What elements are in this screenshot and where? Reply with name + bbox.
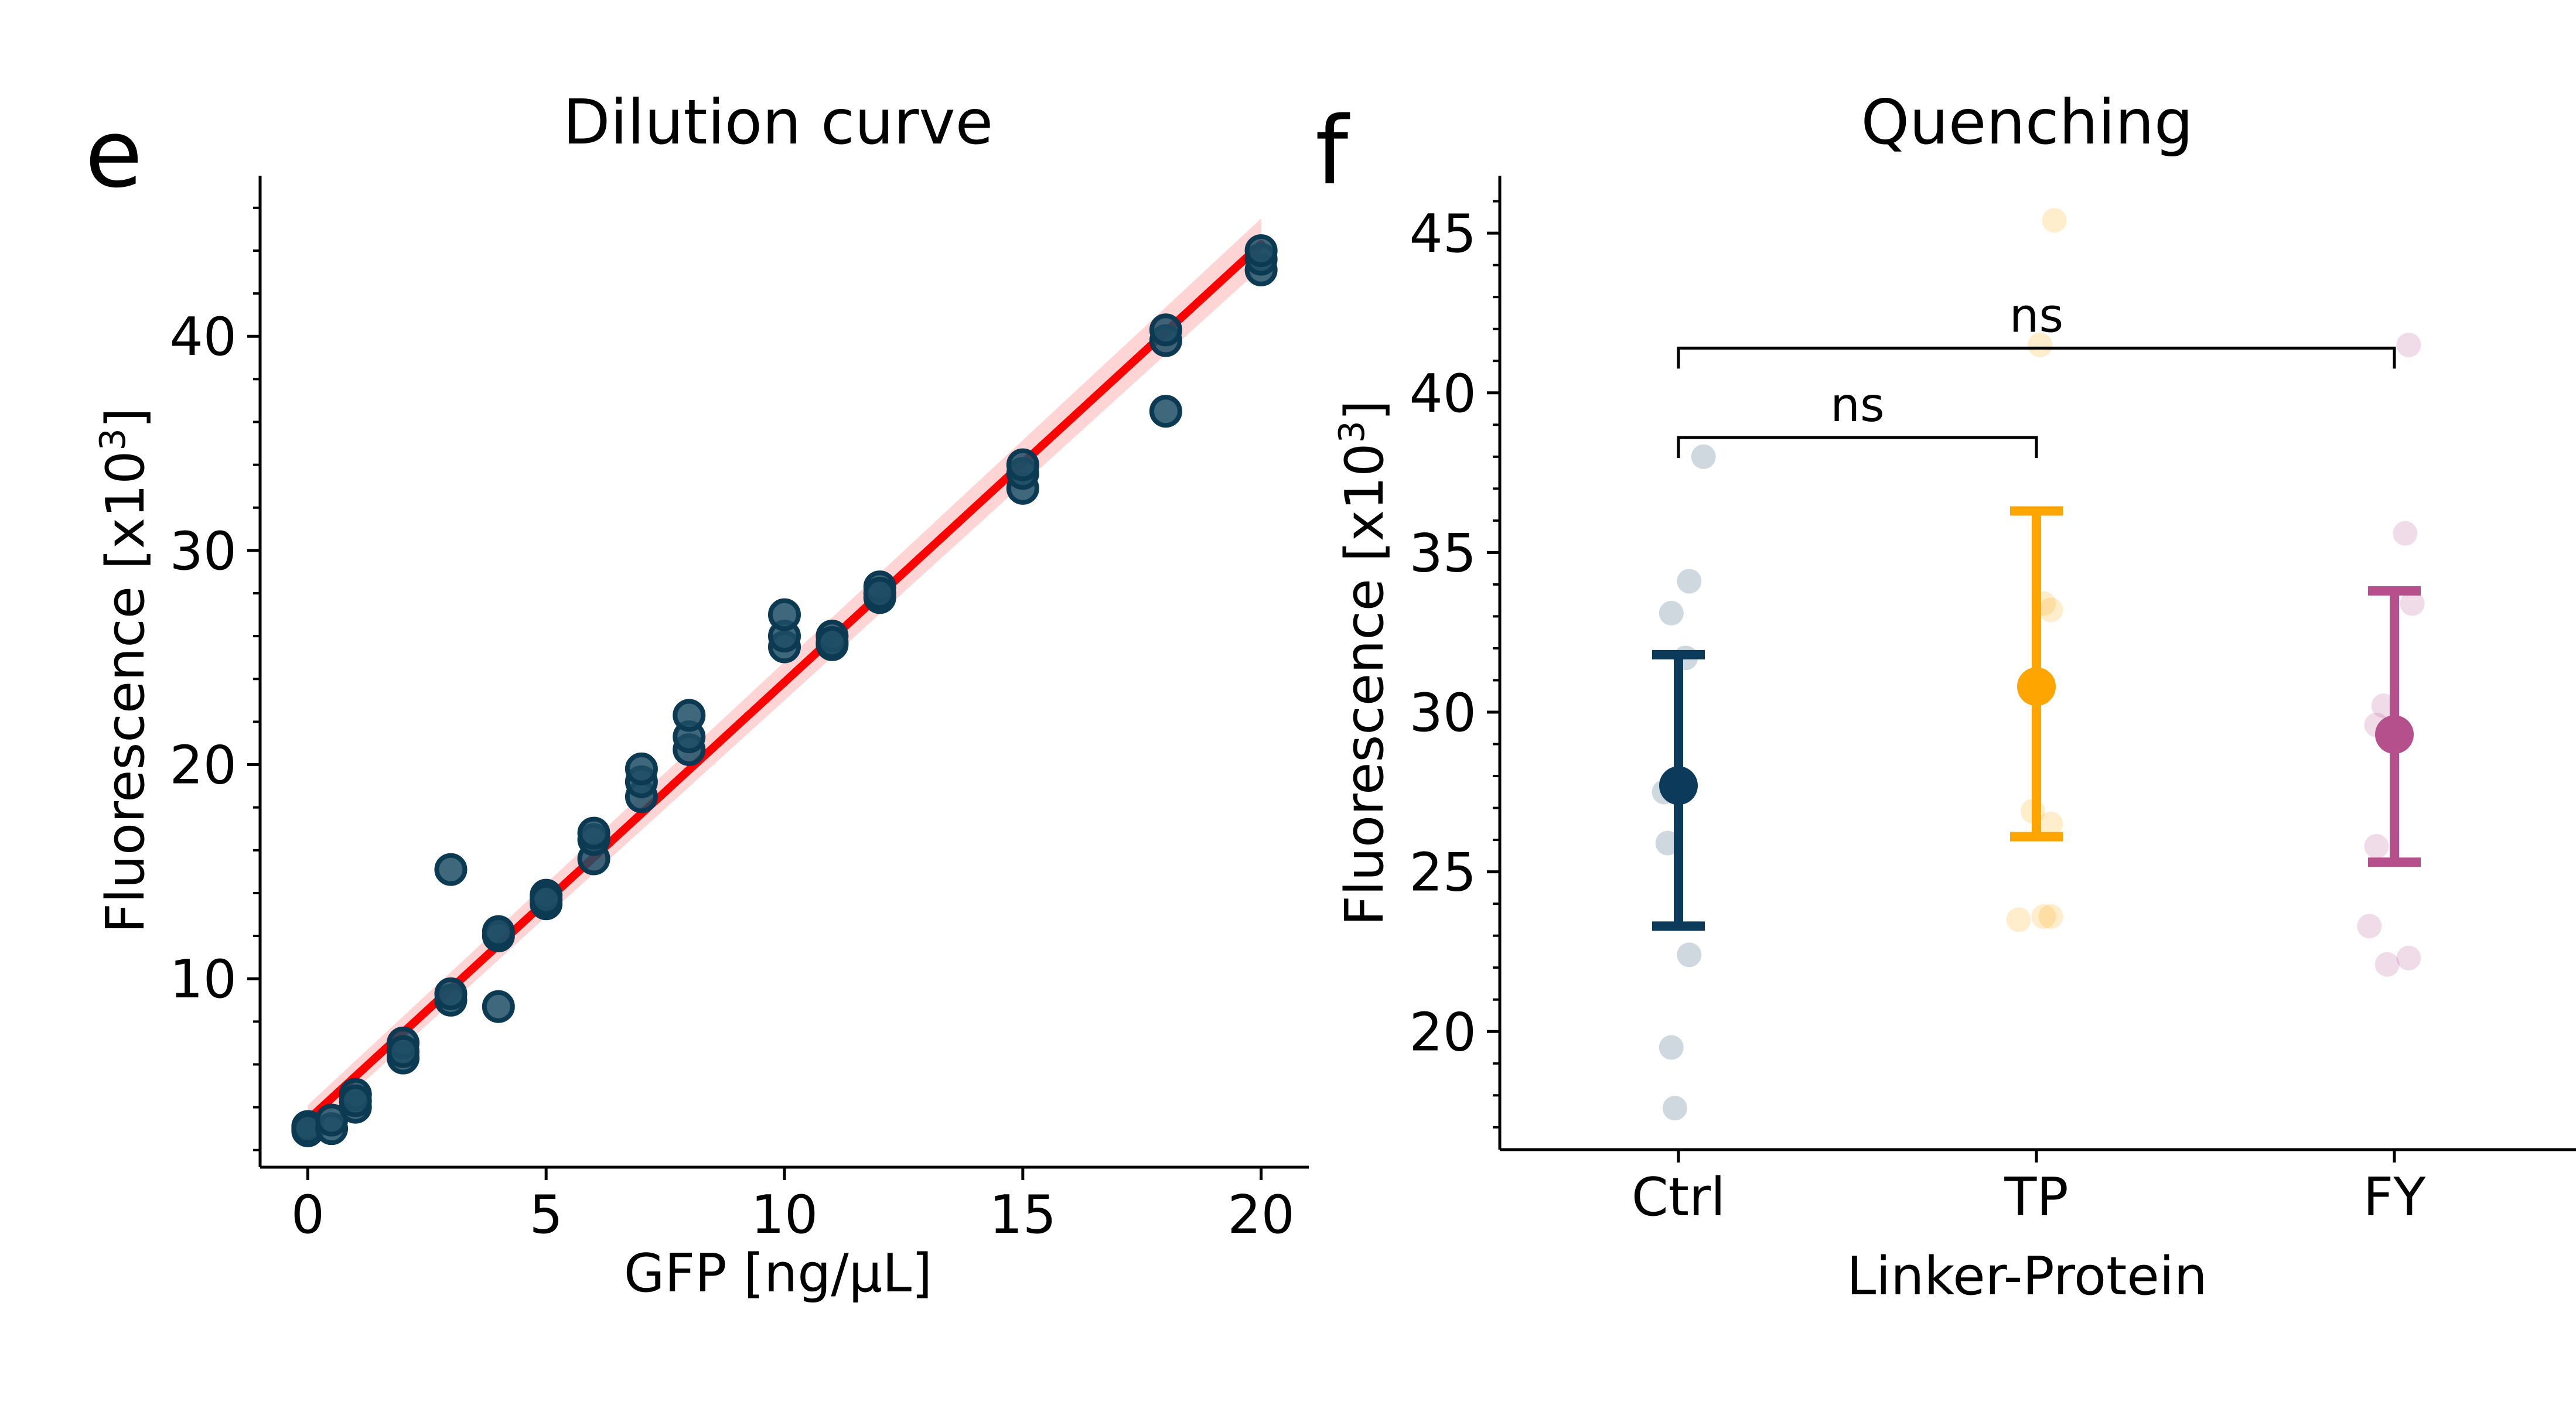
- dilution-data-point: [339, 1084, 372, 1117]
- dilution-y-tick-label: 10: [169, 949, 237, 1010]
- quenching-y-tick-label: 40: [1409, 363, 1476, 425]
- quenching-mean-marker: [2017, 667, 2056, 706]
- quenching-x-tick-label: TP: [2004, 1167, 2068, 1228]
- quenching-significance-bracket: [1677, 436, 2038, 459]
- dilution-data-point: [434, 977, 468, 1010]
- quenching-y-label-sup: 3: [1332, 420, 1373, 443]
- dilution-x-axis-label: GFP [ng/µL]: [624, 1243, 933, 1304]
- dilution-x-tick-label: 5: [530, 1184, 563, 1246]
- quenching-data-point: [1659, 1035, 1684, 1060]
- dilution-x-tick-label: 15: [990, 1184, 1057, 1246]
- quenching-axes-layer: Ctrl TP FY 20 25 30 35 40 45: [1409, 176, 2576, 1228]
- dilution-data-point: [768, 598, 801, 631]
- dilution-data-point: [387, 1035, 420, 1068]
- panel-f-letter: f: [1315, 96, 1350, 206]
- dilution-data-point: [1244, 234, 1278, 267]
- quenching-mean-marker: [2375, 715, 2414, 754]
- quenching-chart-title: Quenching: [1861, 87, 2193, 158]
- quenching-x-axis-label: Linker-Protein: [1847, 1246, 2207, 1307]
- quenching-significance-bracket: [1677, 346, 2396, 369]
- quenching-y-tick-label: 20: [1409, 1001, 1476, 1063]
- dilution-chart-title: Dilution curve: [563, 87, 993, 158]
- dilution-data-point: [816, 626, 849, 659]
- quenching-significance-label: ns: [2009, 288, 2063, 343]
- dilution-data-point: [482, 990, 515, 1023]
- quenching-x-tick-label: FY: [2363, 1167, 2427, 1228]
- dilution-fit-line-layer: [303, 240, 1265, 1124]
- dilution-regression-line: [303, 240, 1265, 1124]
- dilution-data-point: [1006, 448, 1039, 481]
- dilution-x-tick-label: 10: [751, 1184, 818, 1246]
- quenching-data-point: [2396, 332, 2421, 357]
- quenching-data-point: [2038, 597, 2063, 623]
- quenching-y-tick-label: 45: [1409, 203, 1476, 265]
- quenching-data-point: [2357, 914, 2382, 939]
- quenching-data-point: [2364, 834, 2389, 859]
- quenching-data-point: [2393, 521, 2418, 546]
- quenching-errorbars-layer: [1652, 506, 2421, 931]
- dilution-y-tick-label: 20: [169, 735, 237, 796]
- quenching-y-label-end: ]: [1334, 400, 1396, 420]
- quenching-data-point: [2028, 332, 2053, 357]
- quenching-data-point: [2374, 952, 2400, 977]
- dilution-x-tick-label: 20: [1227, 1184, 1295, 1246]
- quenching-data-point: [2396, 945, 2421, 970]
- dilution-y-label-end: ]: [95, 408, 156, 428]
- dilution-data-point: [577, 816, 610, 850]
- dilution-y-label-main: Fluorescence [x10: [95, 450, 156, 933]
- quenching-annotations-layer: ns ns: [1677, 288, 2396, 459]
- dilution-x-tick-label: 0: [291, 1184, 325, 1246]
- dilution-data-point: [625, 752, 658, 785]
- quenching-mean-marker: [1659, 766, 1698, 805]
- quenching-data-point: [1677, 569, 1702, 594]
- quenching-y-tick-label: 35: [1409, 522, 1476, 584]
- dilution-data-point: [1149, 313, 1182, 347]
- dilution-data-point: [434, 853, 468, 886]
- dilution-data-point: [673, 699, 706, 732]
- quenching-significance-label: ns: [1830, 378, 1884, 432]
- quenching-x-tick-label: Ctrl: [1632, 1167, 1725, 1228]
- quenching-data-point: [1677, 942, 1702, 967]
- quenching-data-point: [2038, 811, 2063, 836]
- quenching-y-label-main: Fluorescence [x10: [1334, 443, 1396, 925]
- quenching-data-point: [2006, 907, 2031, 932]
- panel-e: e Dilution curve 0 5 10 15 20 10 20 30 40 GFP [n…: [85, 87, 1309, 1304]
- dilution-y-label-sup: 3: [93, 428, 134, 450]
- panel-e-letter: e: [85, 99, 142, 208]
- quenching-data-point: [2031, 904, 2056, 929]
- dilution-data-point: [863, 577, 896, 610]
- panel-f: f Quenching ns ns Ctrl TP FY 20 25 30 35 40 45 Li…: [1315, 87, 2576, 1307]
- dilution-data-point: [482, 915, 515, 948]
- quenching-data-point: [2400, 591, 2425, 616]
- dilution-points-layer: [291, 234, 1278, 1147]
- dilution-y-tick-label: 30: [169, 521, 237, 582]
- quenching-data-point: [2038, 904, 2063, 929]
- quenching-data-point: [1662, 1096, 1687, 1121]
- quenching-y-axis-label: Fluorescence [x103]: [1332, 400, 1396, 926]
- quenching-data-point: [1659, 600, 1684, 625]
- quenching-y-tick-label: 25: [1409, 842, 1476, 904]
- dilution-axes-layer: 0 5 10 15 20 10 20 30 40: [169, 176, 1309, 1246]
- dilution-data-point: [530, 883, 563, 916]
- quenching-data-point: [1691, 444, 1716, 469]
- dilution-y-axis-label: Fluorescence [x103]: [93, 408, 156, 934]
- dilution-data-point: [1149, 395, 1182, 428]
- quenching-y-tick-label: 30: [1409, 682, 1476, 744]
- quenching-data-point: [2042, 208, 2067, 233]
- dilution-y-tick-label: 40: [169, 306, 237, 368]
